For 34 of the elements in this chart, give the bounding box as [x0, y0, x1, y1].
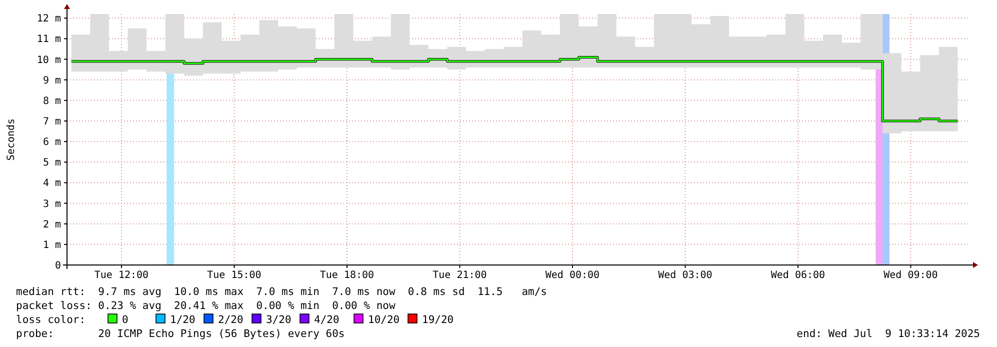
y-tick-label: 1 m — [42, 240, 61, 251]
text: packet loss: 0.23 % avg 20.41 % max 0.00 % min 0.00 % now — [16, 300, 396, 312]
x-tick-label: Tue 12:00 — [94, 270, 149, 281]
y-tick-label: 6 m — [42, 137, 61, 148]
y-tick-label: 5 m — [42, 158, 61, 169]
x-tick-label: Tue 18:00 — [320, 270, 374, 281]
y-tick-label: 3 m — [42, 198, 61, 210]
x-tick-label: Wed 06:00 — [770, 270, 826, 281]
legend-title: loss color: — [16, 314, 86, 326]
x-tick-label: Wed 09:00 — [884, 270, 938, 281]
y-tick-label: 9 m — [42, 75, 61, 86]
y-tick-label: 11 m — [36, 34, 61, 46]
legend-label: 10/20 — [368, 314, 400, 326]
legend-label: 3/20 — [266, 314, 292, 326]
y-tick-label: 8 m — [42, 96, 61, 107]
legend-label: 2/20 — [218, 314, 244, 326]
y-tick-label: 12 m — [36, 14, 61, 25]
legend-label: 4/20 — [314, 314, 340, 326]
x-tick-label: Tue 15:00 — [207, 270, 262, 281]
x-tick-label: Tue 21:00 — [432, 270, 487, 281]
x-tick-label: Wed 03:00 — [658, 270, 712, 281]
legend-label: 1/20 — [170, 314, 196, 326]
legend-label: 19/20 — [422, 314, 454, 326]
y-tick-label: 2 m — [42, 219, 61, 230]
y-tick-label: 7 m — [42, 116, 61, 128]
y-tick-label: 10 m — [36, 54, 61, 66]
legend-label: 0 — [122, 314, 128, 326]
x-tick-label: Wed 00:00 — [545, 270, 600, 281]
y-axis-title: Seconds — [6, 118, 17, 161]
text: end: Wed Jul 9 10:33:14 2025 — [796, 328, 980, 340]
text: probe: 20 ICMP Echo Pings (56 Bytes) every 60s — [16, 328, 345, 340]
y-tick-label: 4 m — [42, 178, 61, 190]
y-tick-label: 0 — [54, 260, 61, 272]
text: median rtt: 9.7 ms avg 10.0 ms max 7.0 ms min 7.0 ms now 0.8 ms sd 11.5 am/s — [16, 286, 548, 298]
